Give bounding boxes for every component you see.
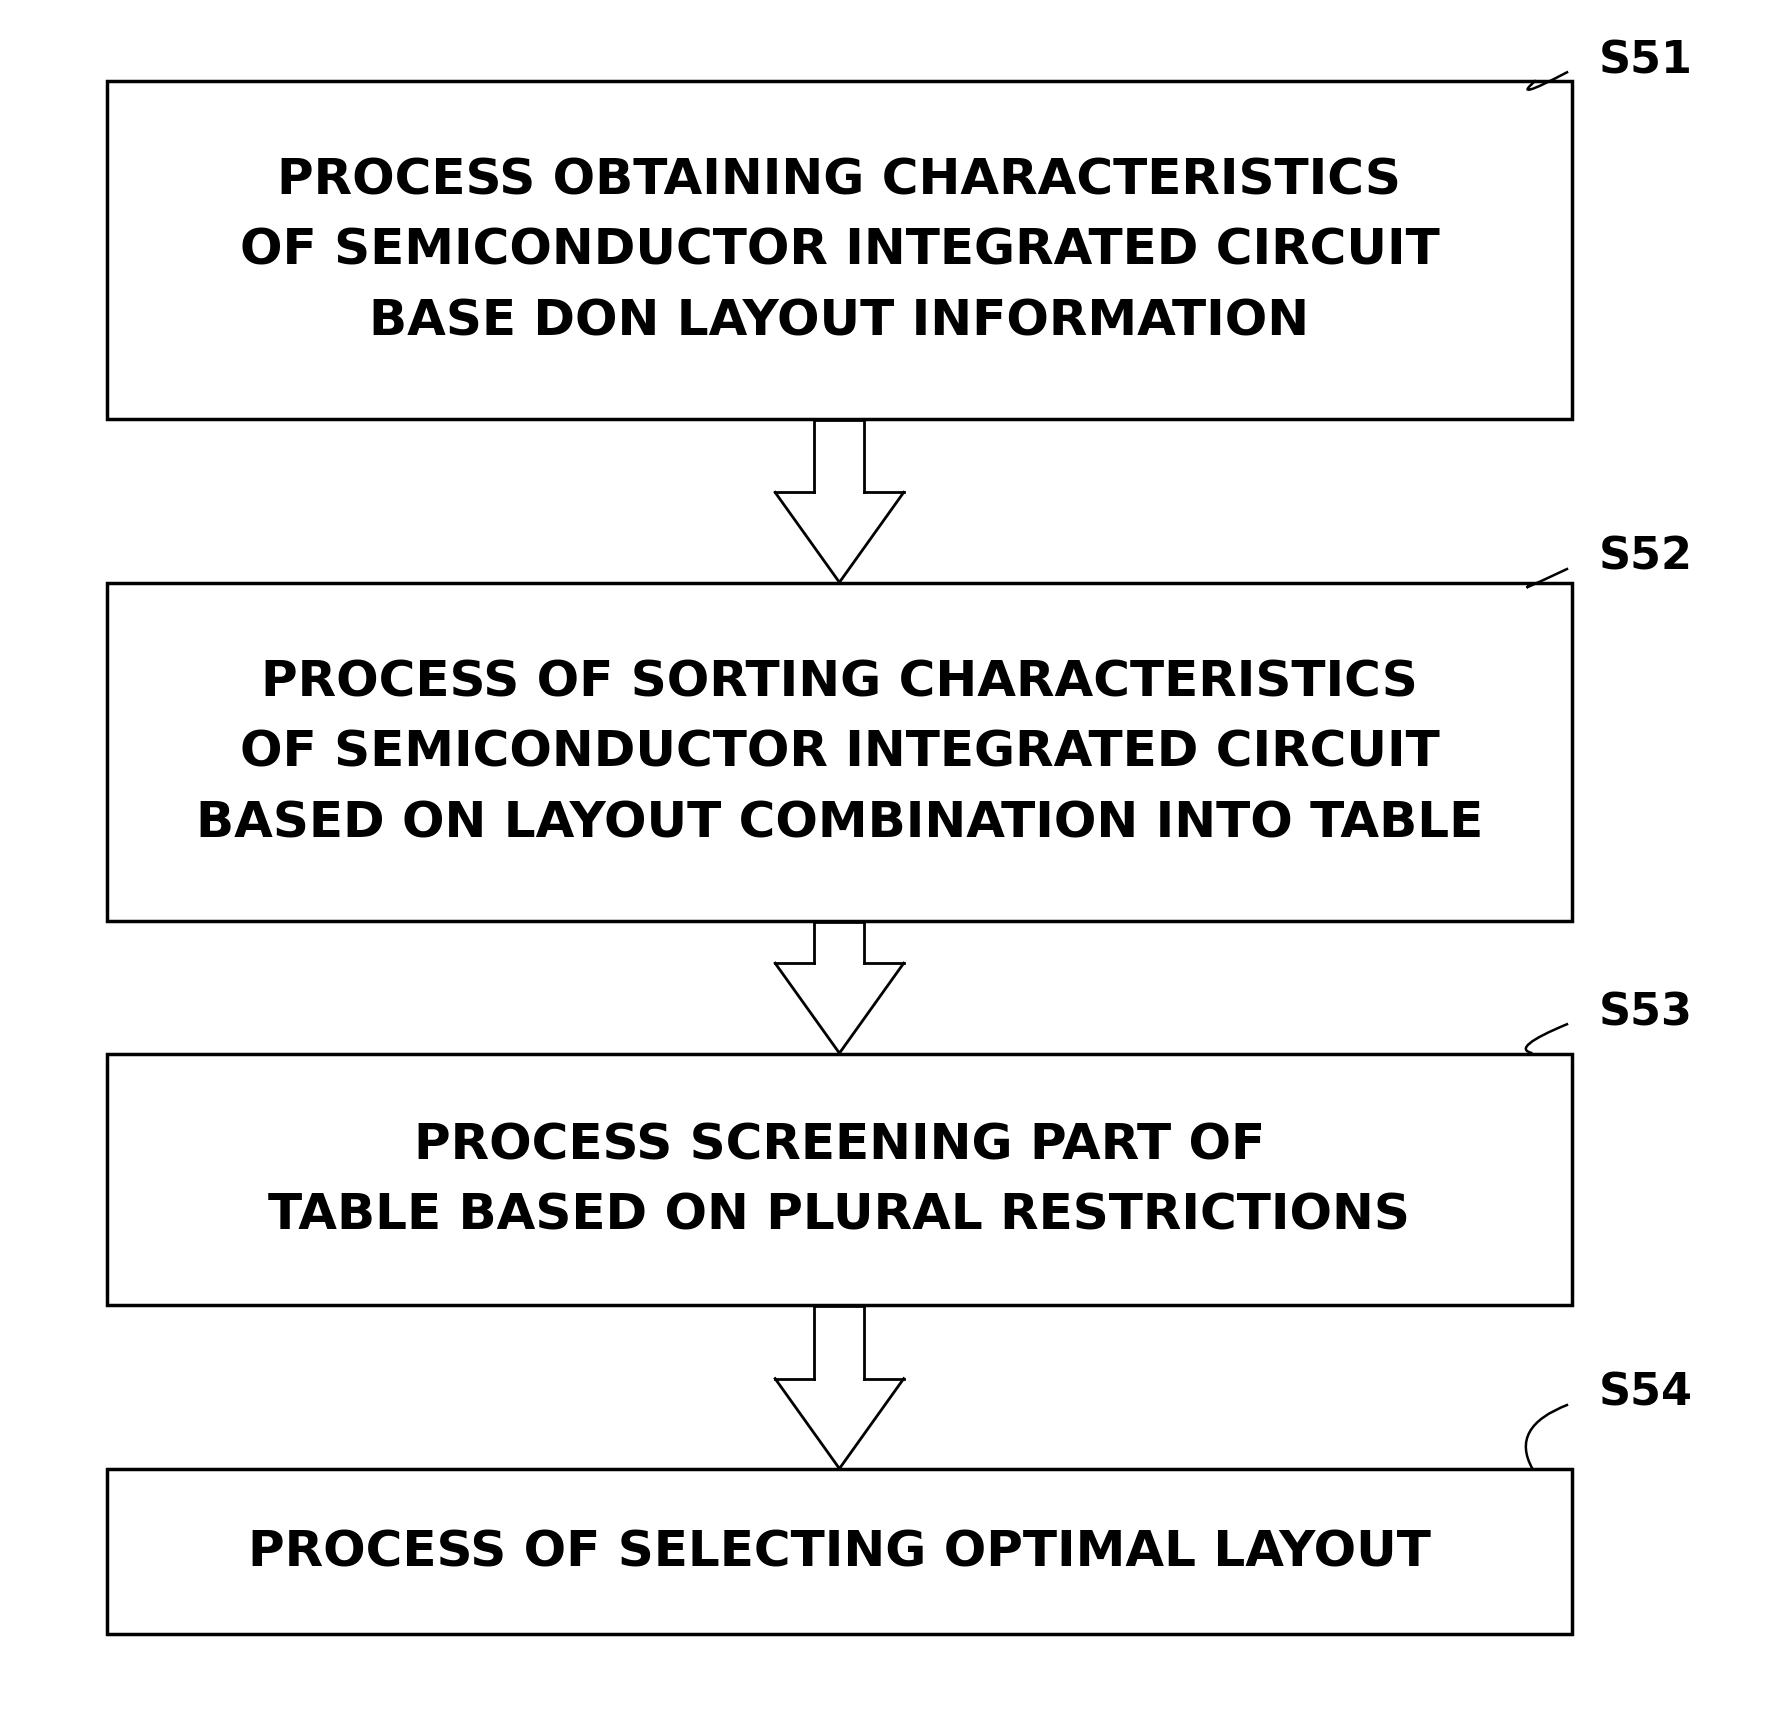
Bar [814,1306,864,1379]
Bar [107,1055,1572,1306]
Text: PROCESS OF SELECTING OPTIMAL LAYOUT: PROCESS OF SELECTING OPTIMAL LAYOUT [248,1528,1431,1576]
Bar [107,1470,1572,1633]
Text: PROCESS SCREENING PART OF
TABLE BASED ON PLURAL RESTRICTIONS: PROCESS SCREENING PART OF TABLE BASED ON… [268,1121,1411,1239]
Bar [107,585,1572,922]
Bar [814,420,864,493]
Text: PROCESS OF SORTING CHARACTERISTICS
OF SEMICONDUCTOR INTEGRATED CIRCUIT
BASED ON : PROCESS OF SORTING CHARACTERISTICS OF SE… [196,657,1482,848]
Text: PROCESS OBTAINING CHARACTERISTICS
OF SEMICONDUCTOR INTEGRATED CIRCUIT
BASE DON L: PROCESS OBTAINING CHARACTERISTICS OF SEM… [239,156,1440,346]
Polygon shape [775,1379,904,1469]
Polygon shape [775,964,904,1054]
Polygon shape [775,493,904,583]
Text: S54: S54 [1598,1372,1693,1413]
Text: S52: S52 [1598,536,1693,578]
Text: S53: S53 [1598,991,1693,1033]
Text: S51: S51 [1598,40,1693,81]
Bar [107,83,1572,419]
Bar [814,922,864,964]
